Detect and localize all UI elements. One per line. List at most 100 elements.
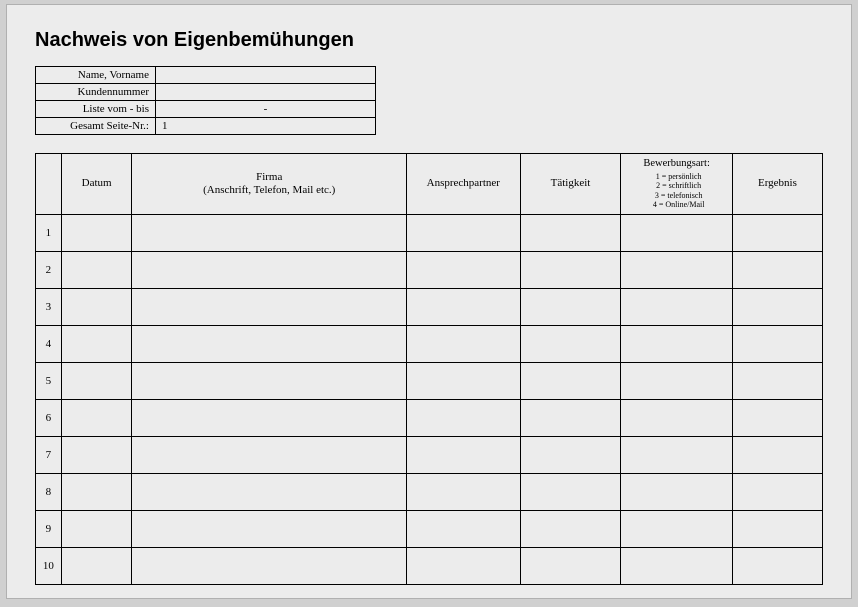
- cell-taetigkeit: [520, 214, 621, 251]
- cell-ergebnis: [732, 325, 822, 362]
- cell-bewerbungsart: [621, 362, 733, 399]
- info-row-liste: Liste vom - bis -: [36, 101, 376, 118]
- table-row: 2: [36, 251, 823, 288]
- cell-datum: [61, 547, 132, 584]
- cell-ergebnis: [732, 473, 822, 510]
- table-row: 8: [36, 473, 823, 510]
- cell-taetigkeit: [520, 436, 621, 473]
- cell-datum: [61, 325, 132, 362]
- cell-ansprechpartner: [406, 325, 520, 362]
- cell-firma: [132, 362, 406, 399]
- document-page: Nachweis von Eigenbemühungen Name, Vorna…: [6, 4, 852, 599]
- cell-datum: [61, 436, 132, 473]
- table-body: 1 2 3 4 5: [36, 214, 823, 584]
- firma-line2: (Anschrift, Telefon, Mail etc.): [203, 184, 335, 196]
- table-row: 10: [36, 547, 823, 584]
- cell-ergebnis: [732, 399, 822, 436]
- cell-ansprechpartner: [406, 399, 520, 436]
- cell-bewerbungsart: [621, 436, 733, 473]
- bew-title: Bewerbungsart:: [623, 158, 730, 171]
- col-header-num: [36, 154, 62, 215]
- cell-firma: [132, 547, 406, 584]
- cell-firma: [132, 214, 406, 251]
- cell-datum: [61, 399, 132, 436]
- cell-datum: [61, 473, 132, 510]
- table-row: 6: [36, 399, 823, 436]
- info-table: Name, Vorname Kundennummer Liste vom - b…: [35, 66, 376, 135]
- cell-ergebnis: [732, 362, 822, 399]
- table-row: 9: [36, 510, 823, 547]
- col-header-firma: Firma (Anschrift, Telefon, Mail etc.): [132, 154, 406, 215]
- cell-taetigkeit: [520, 288, 621, 325]
- cell-firma: [132, 325, 406, 362]
- cell-ansprechpartner: [406, 547, 520, 584]
- cell-ansprechpartner: [406, 473, 520, 510]
- cell-ansprechpartner: [406, 288, 520, 325]
- row-number: 8: [36, 473, 62, 510]
- info-value: [156, 67, 376, 84]
- cell-ergebnis: [732, 547, 822, 584]
- cell-bewerbungsart: [621, 547, 733, 584]
- cell-bewerbungsart: [621, 510, 733, 547]
- cell-bewerbungsart: [621, 325, 733, 362]
- cell-ansprechpartner: [406, 251, 520, 288]
- cell-ergebnis: [732, 510, 822, 547]
- info-row-kundennummer: Kundennummer: [36, 84, 376, 101]
- cell-bewerbungsart: [621, 288, 733, 325]
- cell-ergebnis: [732, 436, 822, 473]
- info-label: Kundennummer: [36, 84, 156, 101]
- cell-datum: [61, 214, 132, 251]
- cell-ansprechpartner: [406, 436, 520, 473]
- cell-firma: [132, 251, 406, 288]
- row-number: 7: [36, 436, 62, 473]
- cell-datum: [61, 510, 132, 547]
- cell-datum: [61, 251, 132, 288]
- info-label: Name, Vorname: [36, 67, 156, 84]
- cell-bewerbungsart: [621, 214, 733, 251]
- cell-datum: [61, 362, 132, 399]
- cell-ansprechpartner: [406, 510, 520, 547]
- cell-firma: [132, 288, 406, 325]
- info-value: [156, 84, 376, 101]
- info-value: -: [156, 101, 376, 118]
- cell-bewerbungsart: [621, 399, 733, 436]
- col-header-ergebnis: Ergebnis: [732, 154, 822, 215]
- cell-bewerbungsart: [621, 251, 733, 288]
- cell-firma: [132, 473, 406, 510]
- page-title: Nachweis von Eigenbemühungen: [35, 29, 823, 52]
- info-label: Liste vom - bis: [36, 101, 156, 118]
- info-value: 1: [156, 118, 376, 135]
- cell-datum: [61, 288, 132, 325]
- row-number: 1: [36, 214, 62, 251]
- row-number: 4: [36, 325, 62, 362]
- cell-ergebnis: [732, 214, 822, 251]
- cell-ergebnis: [732, 288, 822, 325]
- row-number: 6: [36, 399, 62, 436]
- row-number: 3: [36, 288, 62, 325]
- table-row: 3: [36, 288, 823, 325]
- bew-opt: 1 = persönlich: [623, 172, 730, 182]
- cell-ansprechpartner: [406, 214, 520, 251]
- header-row: Datum Firma (Anschrift, Telefon, Mail et…: [36, 154, 823, 215]
- cell-firma: [132, 399, 406, 436]
- row-number: 10: [36, 547, 62, 584]
- cell-taetigkeit: [520, 510, 621, 547]
- table-row: 1: [36, 214, 823, 251]
- col-header-ansprechpartner: Ansprechpartner: [406, 154, 520, 215]
- cell-firma: [132, 510, 406, 547]
- info-label: Gesamt Seite-Nr.:: [36, 118, 156, 135]
- info-row-seite: Gesamt Seite-Nr.: 1: [36, 118, 376, 135]
- col-header-taetigkeit: Tätigkeit: [520, 154, 621, 215]
- cell-ergebnis: [732, 251, 822, 288]
- table-row: 7: [36, 436, 823, 473]
- main-table: Datum Firma (Anschrift, Telefon, Mail et…: [35, 153, 823, 585]
- col-header-bewerbungsart: Bewerbungsart: 1 = persönlich 2 = schrif…: [621, 154, 733, 215]
- cell-taetigkeit: [520, 547, 621, 584]
- table-row: 5: [36, 362, 823, 399]
- row-number: 9: [36, 510, 62, 547]
- row-number: 2: [36, 251, 62, 288]
- cell-taetigkeit: [520, 362, 621, 399]
- bew-opt: 3 = telefonisch: [623, 191, 730, 201]
- cell-firma: [132, 436, 406, 473]
- cell-taetigkeit: [520, 251, 621, 288]
